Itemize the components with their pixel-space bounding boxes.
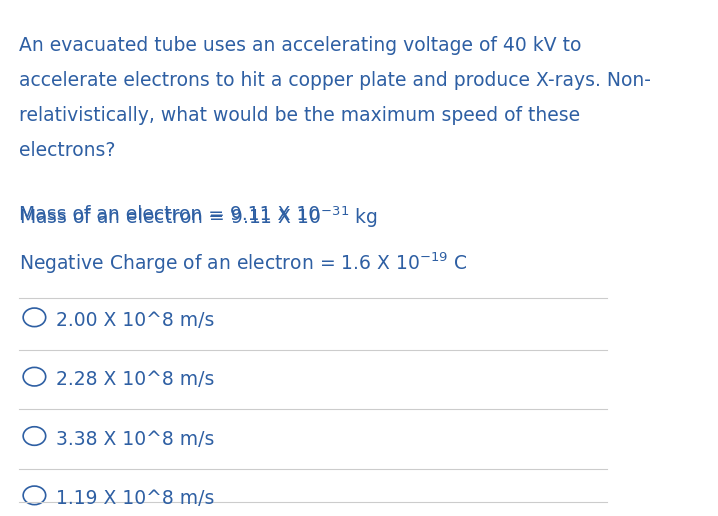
Text: accelerate electrons to hit a copper plate and produce X-rays. Non-: accelerate electrons to hit a copper pla… xyxy=(19,71,651,90)
Text: An evacuated tube uses an accelerating voltage of 40 kV to: An evacuated tube uses an accelerating v… xyxy=(19,36,581,55)
Text: 3.38 X 10^8 m/s: 3.38 X 10^8 m/s xyxy=(56,430,215,449)
Text: Negative Charge of an electron = 1.6 X 10$^{-19}$ C: Negative Charge of an electron = 1.6 X 1… xyxy=(19,250,467,276)
Text: Mass of an electron = 9.11 X 10⁻³¹ kg: Mass of an electron = 9.11 X 10⁻³¹ kg xyxy=(19,205,374,224)
Text: Mass of an electron = 9.11 X 10: Mass of an electron = 9.11 X 10 xyxy=(19,205,320,224)
Text: 2.00 X 10^8 m/s: 2.00 X 10^8 m/s xyxy=(56,311,215,330)
Text: Mass of an electron = 9.11 X 10$^{-31}$ kg: Mass of an electron = 9.11 X 10$^{-31}$ … xyxy=(19,205,378,230)
Text: 2.28 X 10^8 m/s: 2.28 X 10^8 m/s xyxy=(56,370,215,390)
Text: electrons?: electrons? xyxy=(19,141,115,160)
Text: 1.19 X 10^8 m/s: 1.19 X 10^8 m/s xyxy=(56,489,215,508)
Text: relativistically, what would be the maximum speed of these: relativistically, what would be the maxi… xyxy=(19,106,580,125)
